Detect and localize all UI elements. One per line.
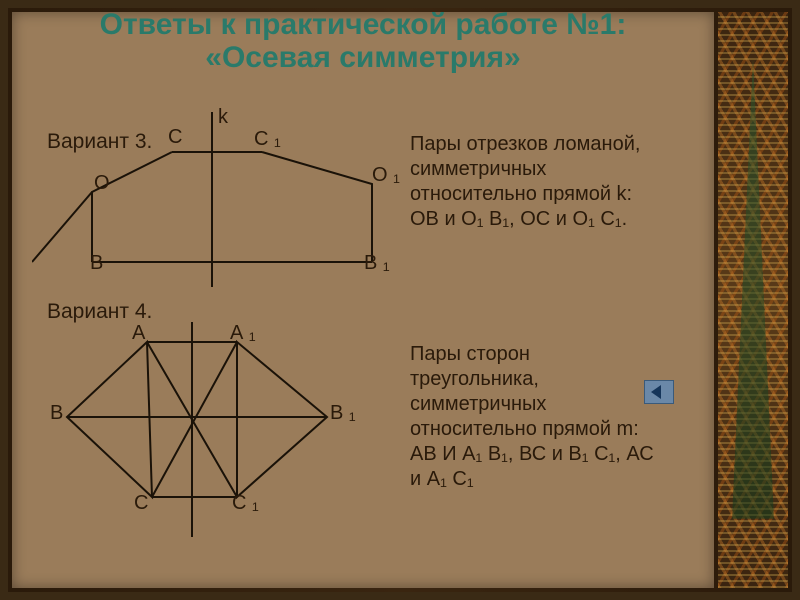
slide-content: Вариант 3. k С С ₁ О О ₁ В В ₁ (32, 112, 704, 588)
slide-title: Ответы к практической работе №1: «Осевая… (12, 12, 714, 74)
pt-O1: О ₁ (372, 164, 400, 187)
nav-back-button[interactable] (644, 380, 674, 404)
variant3-description: Пары отрезков ломаной, симметричных отно… (410, 132, 660, 232)
pt-B1: В ₁ (364, 252, 390, 275)
pt-C1: С ₁ (254, 128, 281, 151)
decorative-right-panel (718, 12, 788, 588)
pt4-A1: А ₁ (230, 322, 256, 345)
slide: Ответы к практической работе №1: «Осевая… (12, 12, 714, 588)
variant3-diagram (32, 112, 402, 292)
pt4-B1: В ₁ (330, 402, 356, 425)
presentation-frame: Ответы к практической работе №1: «Осевая… (0, 0, 800, 600)
pt-C: С (168, 126, 182, 149)
variant4-description: Пары сторон треугольника, симметричных о… (410, 342, 660, 492)
pt4-A: А (132, 322, 145, 345)
pt4-B: В (50, 402, 63, 425)
pt-O: О (94, 172, 110, 195)
variant4-diagram (32, 322, 402, 542)
pt4-C: С (134, 492, 148, 515)
pt-B: В (90, 252, 103, 275)
variant4-heading: Вариант 4. (47, 300, 152, 324)
pt4-C1: С ₁ (232, 492, 259, 515)
